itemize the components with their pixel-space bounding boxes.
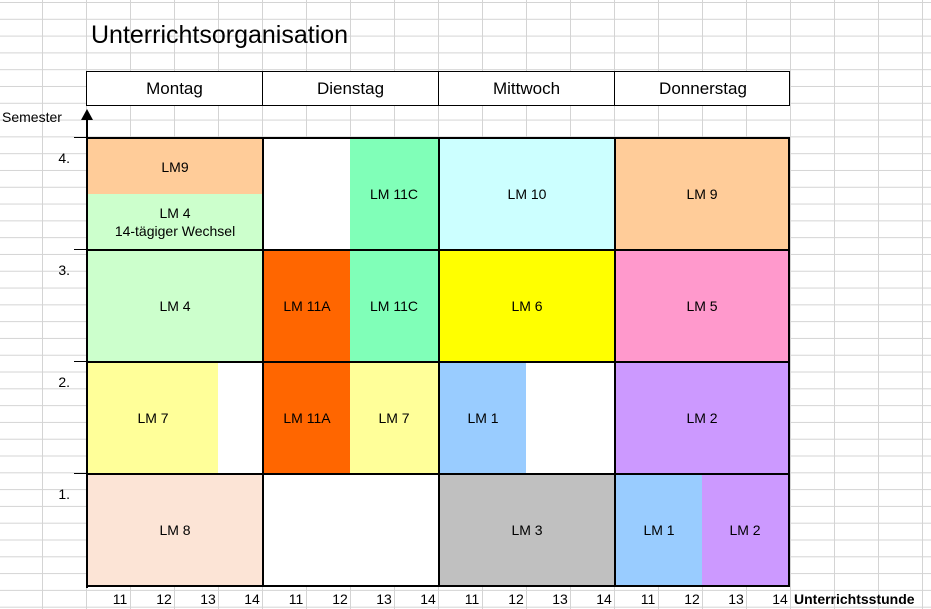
semester-tick bbox=[74, 137, 88, 138]
cell-s3-mittwoch-lm6: LM 6 bbox=[440, 251, 614, 361]
cell-s1-mittwoch-lm3: LM 3 bbox=[440, 475, 614, 585]
cell-s1-montag-lm8: LM 8 bbox=[88, 475, 262, 585]
hour-label: 12 bbox=[684, 591, 700, 607]
hour-label: 13 bbox=[376, 591, 392, 607]
cell-s4-montag-lm4: LM 4 14-tägiger Wechsel bbox=[88, 194, 262, 249]
cell-label: LM 6 bbox=[511, 298, 543, 314]
semester-label-2: 2. bbox=[58, 374, 70, 390]
cell-s4-dienstag-lm11c: LM 11C bbox=[350, 139, 438, 249]
semester-label-4: 4. bbox=[58, 150, 70, 166]
cell-note: 14-tägiger Wechsel bbox=[114, 222, 236, 239]
cell-label: LM 4 bbox=[159, 204, 191, 221]
cell-s3-dienstag-lm11c: LM 11C bbox=[350, 251, 438, 361]
day-header-dienstag: Dienstag bbox=[263, 72, 439, 105]
semester-label-3: 3. bbox=[58, 262, 70, 278]
cell-s2-mittwoch-lm1: LM 1 bbox=[440, 363, 526, 473]
cell-label: LM 10 bbox=[507, 186, 547, 202]
semester-tick bbox=[74, 249, 88, 250]
day-header-row: Montag Dienstag Mittwoch Donnerstag bbox=[86, 71, 790, 106]
day-header-donnerstag: Donnerstag bbox=[659, 78, 747, 98]
hour-label: 13 bbox=[552, 591, 568, 607]
cell-label: LM 2 bbox=[729, 522, 761, 538]
semester-tick bbox=[74, 361, 88, 362]
day-header-mittwoch: Mittwoch bbox=[439, 72, 615, 105]
cell-label: LM 2 bbox=[686, 410, 718, 426]
day-divider bbox=[614, 137, 616, 587]
cell-label: LM 4 bbox=[159, 298, 191, 314]
cell-label: LM 11A bbox=[283, 298, 331, 314]
cell-s3-dienstag-lm11a: LM 11A bbox=[264, 251, 350, 361]
hour-label: 14 bbox=[244, 591, 260, 607]
cell-label: LM 11C bbox=[370, 186, 418, 202]
cell-s2-montag-lm7: LM 7 bbox=[88, 363, 218, 473]
hour-label: 12 bbox=[508, 591, 524, 607]
cell-label: LM 11C bbox=[370, 298, 418, 314]
cell-label: LM 7 bbox=[378, 410, 410, 426]
cell-s2-dienstag-lm11a: LM 11A bbox=[264, 363, 350, 473]
cell-label: LM 9 bbox=[686, 186, 718, 202]
cell-label: LM 5 bbox=[686, 298, 718, 314]
day-divider bbox=[438, 137, 440, 587]
cell-s2-donnerstag-lm2: LM 2 bbox=[616, 363, 788, 473]
hour-label: 12 bbox=[156, 591, 172, 607]
x-axis-label: Unterrichtsstunde bbox=[794, 591, 915, 607]
y-axis-label: Semester bbox=[2, 109, 62, 125]
cell-s2-dienstag-lm7: LM 7 bbox=[350, 363, 438, 473]
day-divider bbox=[262, 137, 264, 587]
cell-s1-donnerstag-lm1: LM 1 bbox=[616, 475, 702, 585]
y-axis-arrow-icon bbox=[81, 109, 93, 120]
cell-label: LM 3 bbox=[511, 522, 543, 538]
day-header-montag: Montag bbox=[87, 72, 263, 105]
cell-label: LM 11A bbox=[283, 410, 331, 426]
hour-label: 13 bbox=[728, 591, 744, 607]
hour-label: 11 bbox=[288, 591, 304, 607]
cell-label: LM 1 bbox=[643, 522, 675, 538]
cell-label: LM 8 bbox=[159, 522, 191, 538]
hour-label: 12 bbox=[332, 591, 348, 607]
cell-s4-mittwoch-lm10: LM 10 bbox=[440, 139, 614, 249]
cell-s1-donnerstag-lm2: LM 2 bbox=[702, 475, 788, 585]
hour-label: 11 bbox=[464, 591, 480, 607]
cell-s3-montag-lm4: LM 4 bbox=[88, 251, 262, 361]
cell-label: LM 1 bbox=[467, 410, 499, 426]
hour-label: 11 bbox=[640, 591, 656, 607]
cell-label: LM9 bbox=[161, 158, 189, 175]
cell-s4-donnerstag-lm9: LM 9 bbox=[616, 139, 788, 249]
semester-label-1: 1. bbox=[58, 486, 70, 502]
hour-label: 14 bbox=[420, 591, 436, 607]
cell-s3-donnerstag-lm5: LM 5 bbox=[616, 251, 788, 361]
hour-label: 11 bbox=[112, 591, 128, 607]
hour-label: 14 bbox=[772, 591, 788, 607]
cell-label: LM 7 bbox=[137, 410, 169, 426]
page-title: Unterrichtsorganisation bbox=[91, 21, 349, 49]
cell-s4-montag-lm9: LM9 bbox=[88, 139, 262, 194]
hour-label: 14 bbox=[596, 591, 612, 607]
hour-label: 13 bbox=[200, 591, 216, 607]
semester-tick bbox=[74, 473, 88, 474]
